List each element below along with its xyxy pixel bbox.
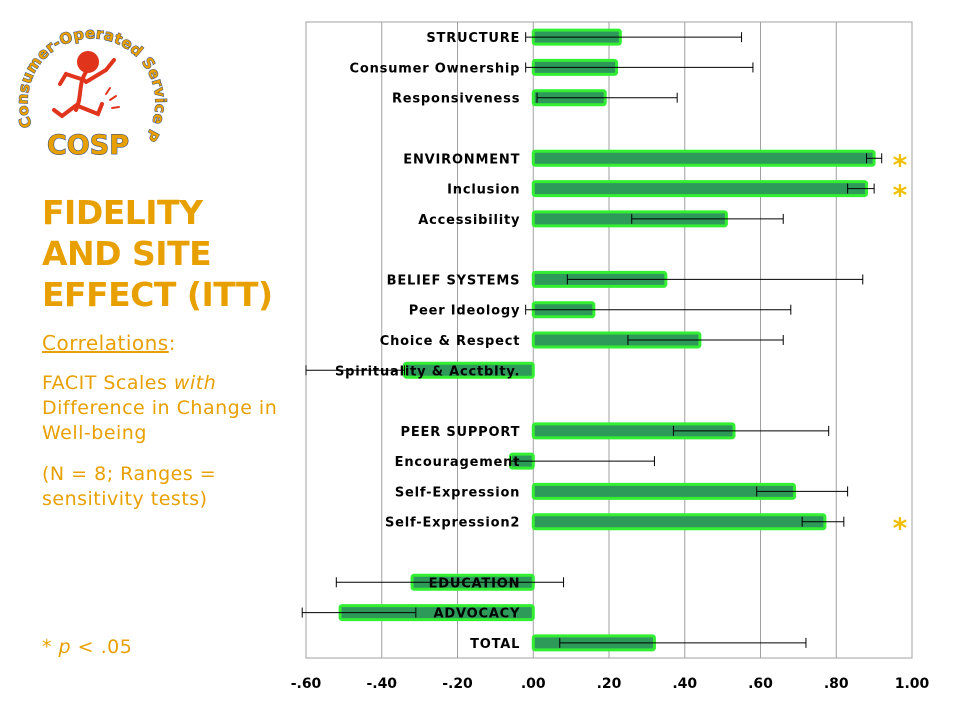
x-tick-label: 1.00 bbox=[895, 676, 930, 692]
category-label: Inclusion bbox=[447, 183, 520, 198]
significance-note: * p < .05 bbox=[42, 636, 132, 658]
error-bars bbox=[301, 32, 883, 648]
category-labels: STRUCTURE Consumer Ownership Responsivenes… bbox=[335, 31, 520, 652]
category-label: Encouragement bbox=[395, 455, 521, 470]
significance-marker: * bbox=[893, 179, 908, 212]
x-tick-labels: -.60 -.40 -.20 .00 .20 .40 .60 .80 1.00 bbox=[291, 676, 930, 692]
correlations-colon: : bbox=[168, 331, 176, 355]
logo-abbr: COSP bbox=[47, 130, 129, 160]
category-label: Choice & Respect bbox=[380, 334, 521, 349]
category-label: STRUCTURE bbox=[426, 31, 520, 46]
category-label: PEER SUPPORT bbox=[401, 425, 521, 440]
correlations-heading: Correlations: bbox=[42, 331, 282, 355]
significance-note-p: p bbox=[58, 636, 72, 658]
dancing-figure-icon bbox=[52, 51, 120, 119]
facit-prefix: FACIT Scales bbox=[42, 372, 174, 394]
facit-suffix: Difference in Change in Well-being bbox=[42, 397, 278, 444]
category-label: TOTAL bbox=[470, 637, 520, 652]
category-label: Consumer Ownership bbox=[350, 61, 521, 76]
x-tick-label: .20 bbox=[597, 676, 622, 692]
significance-markers: *** bbox=[893, 148, 908, 544]
category-label: Spirituality & Acctblty. bbox=[335, 364, 520, 379]
bar bbox=[531, 180, 869, 198]
category-label: Peer Ideology bbox=[409, 304, 521, 319]
category-label: EDUCATION bbox=[429, 576, 521, 591]
cosp-logo: Consumer-Operated Service Program COSP bbox=[6, 4, 170, 160]
category-label: Self-Expression2 bbox=[385, 516, 520, 531]
x-tick-label: .00 bbox=[521, 676, 546, 692]
bar bbox=[531, 149, 876, 167]
sample-note: (N = 8; Ranges = sensitivity tests) bbox=[42, 463, 217, 510]
facit-description: FACIT Scales with Difference in Change i… bbox=[42, 371, 282, 446]
x-tick-label: -.20 bbox=[442, 676, 473, 692]
x-tick-label: .40 bbox=[672, 676, 697, 692]
category-label: ADVOCACY bbox=[434, 607, 521, 622]
correlations-label: Correlations bbox=[42, 331, 169, 355]
sidebar-title: FIDELITY AND SITE EFFECT (ITT) bbox=[42, 193, 273, 314]
significance-note-rest: < .05 bbox=[71, 636, 133, 658]
significance-marker: * bbox=[893, 148, 908, 181]
x-tick-label: .60 bbox=[748, 676, 773, 692]
x-tick-label: -.40 bbox=[366, 676, 397, 692]
significance-note-star: * bbox=[42, 636, 59, 658]
category-label: Self-Expression bbox=[395, 485, 520, 500]
category-label: BELIEF SYSTEMS bbox=[387, 273, 521, 288]
bar bbox=[531, 513, 827, 531]
category-label: Responsiveness bbox=[392, 92, 520, 107]
significance-marker: * bbox=[893, 512, 908, 545]
x-tick-label: .80 bbox=[824, 676, 849, 692]
x-tick-label: -.60 bbox=[291, 676, 322, 692]
bar bbox=[531, 482, 797, 500]
category-label: Accessibility bbox=[418, 213, 520, 228]
facit-with: with bbox=[173, 372, 217, 394]
sidebar: FIDELITY AND SITE EFFECT (ITT) Correlati… bbox=[42, 192, 282, 658]
plot-border bbox=[305, 21, 913, 659]
category-label: ENVIRONMENT bbox=[403, 152, 520, 167]
